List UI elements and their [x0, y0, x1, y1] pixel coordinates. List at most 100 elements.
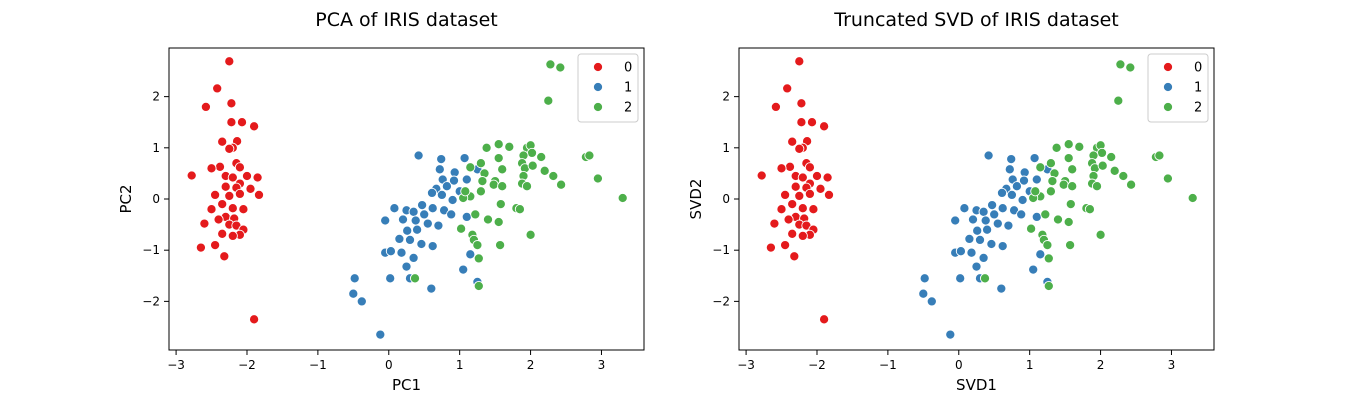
chart2-point-series-2	[1030, 186, 1041, 197]
chart2-point-series-1	[1011, 181, 1022, 192]
chart1-point-series-2	[545, 59, 556, 70]
chart2-point-series-1	[1006, 189, 1017, 200]
chart2-point-series-0	[776, 204, 787, 215]
chart2-point-series-0	[823, 189, 835, 200]
chart1-point-series-0	[217, 199, 228, 210]
chart2-legend-label-2: 2	[1194, 101, 1202, 116]
chart1-point-series-0	[224, 56, 235, 67]
chart1-point-series-0	[199, 218, 210, 229]
chart2-point-series-1	[1003, 220, 1014, 231]
chart2-point-series-1	[983, 150, 994, 161]
chart1-point-series-2	[556, 179, 567, 190]
chart1-point-series-0	[200, 101, 211, 112]
chart2-point-series-1	[1031, 174, 1042, 185]
chart2-point-series-1	[966, 247, 977, 258]
chart2-point-series-2	[1051, 142, 1062, 153]
chart2-point-series-2	[1026, 223, 1037, 234]
chart2-point-series-0	[797, 203, 808, 214]
chart2-y-tick-label: 0	[722, 192, 730, 206]
chart1-point-series-2	[527, 160, 538, 171]
chart1-x-tick-label: 1	[456, 358, 464, 372]
chart2-point-series-0	[782, 83, 793, 94]
chart1-legend-marker-0	[592, 61, 604, 73]
chart1-point-series-0	[252, 172, 263, 183]
chart2-point-series-2	[1162, 173, 1173, 184]
chart1-point-series-2	[543, 95, 554, 106]
chart1-point-series-0	[227, 172, 238, 183]
chart2-point-series-0	[815, 183, 826, 194]
chart2-y-axis-label: SVD2	[687, 179, 705, 220]
chart1-y-tick-label: 1	[152, 141, 160, 155]
chart1-y-axis-label: PC2	[117, 184, 135, 213]
chart1-points	[186, 56, 628, 340]
chart1-point-series-2	[536, 151, 547, 163]
chart2-point-series-2	[1067, 181, 1078, 192]
chart1-point-series-0	[241, 170, 253, 182]
chart1-point-series-2	[475, 158, 486, 169]
chart2-point-series-0	[794, 56, 805, 67]
chart1-point-series-0	[210, 189, 221, 200]
chart1-point-series-1	[375, 329, 386, 340]
chart2-point-series-0	[794, 143, 805, 154]
chart1-point-series-1	[394, 233, 405, 244]
chart2-title: Truncated SVD of IRIS dataset	[833, 9, 1118, 31]
chart2-x-tick-label: 1	[1026, 358, 1034, 372]
chart2-point-series-1	[1018, 175, 1030, 186]
chart2-point-series-2	[1067, 164, 1078, 175]
chart2-point-series-1	[980, 215, 991, 226]
chart1-point-series-1	[433, 220, 444, 231]
chart1-point-series-1	[447, 194, 458, 206]
chart2-point-series-1	[950, 215, 961, 226]
chart2-x-tick-label: 0	[955, 358, 963, 372]
chart1-point-series-1	[427, 203, 438, 214]
chart1-legend-label-2: 2	[624, 101, 632, 116]
chart1-point-series-1	[461, 174, 472, 185]
chart1-y-tick-label: 2	[152, 90, 160, 104]
chart2-point-series-1	[918, 288, 929, 299]
chart2-legend-label-1: 1	[1194, 81, 1202, 96]
chart1-x-tick-label: 3	[598, 358, 606, 372]
chart2-point-series-0	[796, 117, 807, 128]
chart1-point-series-1	[397, 214, 409, 225]
chart2-point-series-0	[811, 170, 823, 182]
chart1-point-series-0	[210, 240, 221, 251]
chart2-x-tick-label: 2	[1097, 358, 1105, 372]
chart1-point-series-0	[220, 181, 231, 192]
chart2-point-series-0	[808, 204, 819, 215]
chart1-point-series-2	[460, 186, 471, 197]
chart1-point-series-2	[465, 162, 476, 173]
chart2-point-series-2	[1115, 59, 1126, 70]
chart2-point-series-0	[789, 251, 800, 262]
chart2-legend-marker-1	[1162, 81, 1174, 93]
chart2-point-series-2	[979, 273, 991, 284]
chart1-point-series-2	[497, 164, 508, 175]
chart1-point-series-1	[458, 264, 469, 275]
chart1-legend: 0 1 2	[577, 53, 639, 123]
chart1-point-series-2	[555, 62, 566, 73]
chart2-point-series-1	[945, 329, 956, 340]
chart2-point-series-0	[784, 161, 796, 172]
chart1-point-series-2	[481, 142, 492, 153]
chart2-point-series-0	[819, 314, 830, 325]
chart1-point-series-2	[470, 209, 481, 220]
chart2-point-series-1	[955, 246, 966, 257]
chart1-x-tick-label: 0	[385, 358, 393, 372]
chart2-point-series-0	[780, 240, 791, 251]
chart2-point-series-2	[1106, 151, 1117, 163]
chart2-point-series-1	[926, 296, 937, 307]
chart2-point-series-2	[1058, 179, 1069, 190]
chart1-point-series-1	[446, 209, 457, 220]
chart1-point-series-0	[206, 163, 217, 174]
chart1-point-series-1	[404, 234, 416, 245]
chart1-point-series-2	[473, 253, 484, 264]
chart2-point-series-1	[1017, 194, 1028, 206]
chart1-point-series-0	[195, 242, 206, 253]
chart2-points	[756, 56, 1198, 340]
chart2-point-series-2	[1125, 62, 1136, 73]
chart2-point-series-2	[1063, 153, 1074, 164]
chart1-point-series-1	[356, 296, 367, 307]
chart2-point-series-2	[1043, 253, 1054, 264]
chart2-point-series-0	[804, 162, 815, 173]
chart2-point-series-1	[972, 225, 983, 236]
chart2-point-series-2	[1040, 209, 1051, 220]
